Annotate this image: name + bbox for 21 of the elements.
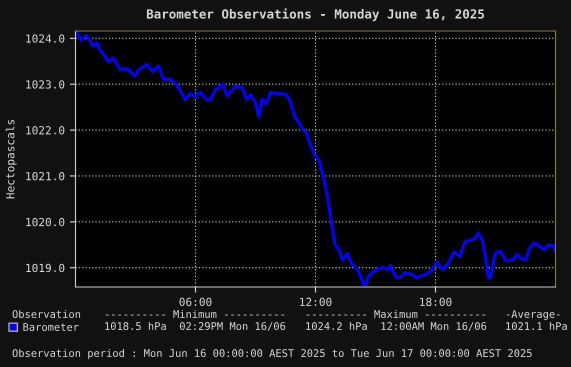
line-series: [76, 31, 556, 287]
y-tick-label: 1021.0: [26, 172, 64, 180]
y-tick-label: 1024.0: [26, 34, 64, 43]
text: -Average-: [506, 310, 560, 320]
y-tick-label: 1019.0: [26, 264, 64, 272]
text: Observation period : Mon Jun 16 00:00:00 AEST 2025 to Tue Jun 17 00:00:00 AEST 2025: [12, 348, 532, 360]
x-tick-label: 06:00: [180, 298, 212, 306]
text: Observation: [12, 310, 80, 318]
y-axis-title: Hectopascals: [6, 120, 17, 198]
legend-label: Barometer: [23, 323, 79, 331]
text: ---------- Minimum ----------: [106, 310, 284, 318]
x-tick-label: 12:00: [300, 298, 332, 306]
x-tick-label: 18:00: [420, 298, 452, 306]
text: 1021.1 hPa: [506, 322, 567, 330]
chart-title: Barometer Observations - Monday June 16, 2025: [146, 8, 484, 22]
text: ---------- Maximum ----------: [306, 310, 486, 318]
y-tick-label: 1022.0: [26, 126, 64, 135]
text: 1024.2 hPa 12:00AM Mon 16/06: [306, 322, 486, 331]
y-tick-label: 1023.0: [26, 80, 64, 89]
text: 1018.5 hPa 02:29PM Mon 16/06: [105, 322, 286, 331]
y-tick-label: 1020.0: [26, 218, 64, 226]
